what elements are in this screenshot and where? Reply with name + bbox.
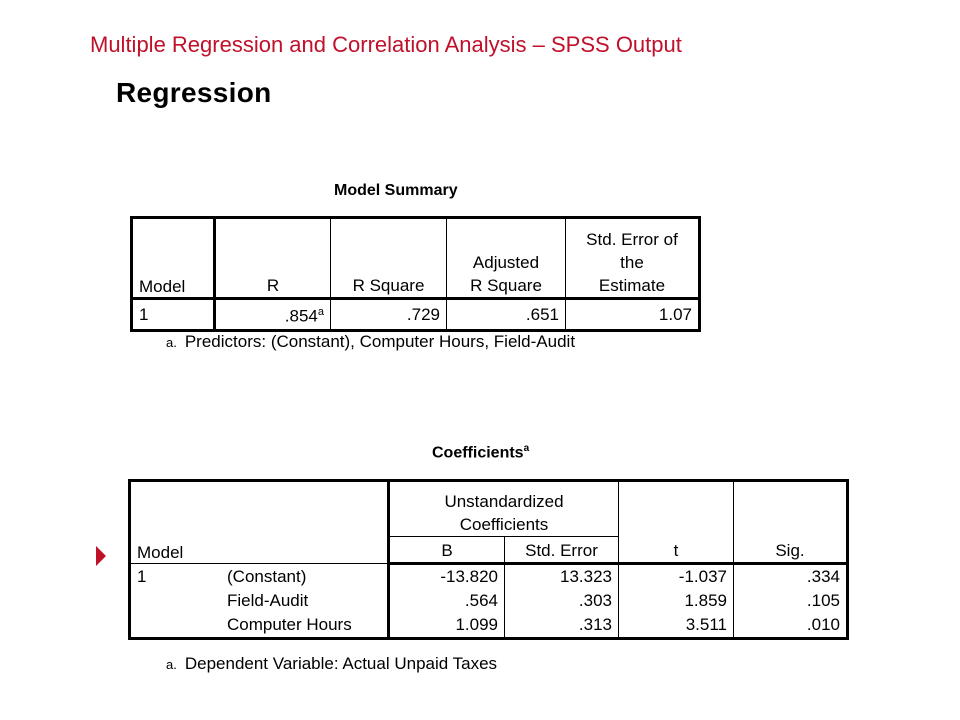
header-std-error: Std. Error — [504, 536, 619, 565]
footnote-text: Predictors: (Constant), Computer Hours, … — [184, 332, 576, 351]
cell-model-number-blank — [129, 613, 221, 639]
cell-model: 1 — [131, 298, 216, 331]
table-row: 1 .854a .729 .651 1.07 — [131, 298, 700, 331]
header-adjusted-line2: R Square — [470, 276, 542, 295]
header-stderr-line3: Estimate — [598, 276, 666, 295]
cell-std-error: 1.07 — [565, 298, 700, 331]
section-heading: Regression — [116, 77, 272, 108]
header-stderr-line2: the — [620, 253, 644, 272]
cell-std-error: 13.323 — [504, 563, 619, 589]
cell-r-value: .854 — [284, 306, 318, 326]
header-std-error-estimate: Std. Error of the Estimate — [565, 217, 700, 300]
cell-sig: .010 — [733, 613, 848, 639]
cell-t: 3.511 — [618, 613, 734, 639]
coefficients-caption-sup: a — [523, 443, 530, 454]
model-summary-table: Model R R Square Adjusted R Square Std. … — [130, 216, 701, 332]
cell-sig: .334 — [733, 563, 848, 589]
cell-adjusted-r-square: .651 — [446, 298, 566, 331]
cell-b: .564 — [388, 589, 505, 613]
cell-variable: (Constant) — [221, 563, 390, 589]
header-stderr-line1: Std. Error of — [586, 230, 678, 249]
model-summary-footnote: a. Predictors: (Constant), Computer Hours… — [166, 332, 575, 352]
header-model: Model — [131, 217, 216, 300]
cell-variable: Computer Hours — [221, 613, 390, 639]
footnote-text: Dependent Variable: Actual Unpaid Taxes — [184, 654, 498, 673]
cell-t: -1.037 — [618, 563, 734, 589]
header-t: t — [618, 480, 734, 565]
cell-r-footnote: a — [317, 306, 324, 318]
header-r-square: R Square — [330, 217, 447, 300]
header-adjusted-line1: Adjusted — [472, 253, 540, 272]
footnote-mark: a. — [166, 657, 177, 672]
header-adjusted-r-square: Adjusted R Square — [446, 217, 566, 300]
table-row: Field-Audit .564 .303 1.859 .105 — [129, 589, 848, 613]
coefficients-footnote: a. Dependent Variable: Actual Unpaid Taxe… — [166, 654, 497, 674]
coefficients-caption: Coefficientsa — [432, 443, 529, 462]
cell-std-error: .313 — [504, 613, 619, 639]
cell-b: 1.099 — [388, 613, 505, 639]
header-model: Model — [129, 480, 221, 564]
table-row: 1 (Constant) -13.820 13.323 -1.037 .334 — [129, 563, 848, 589]
header-unstd-line2: Coefficients — [459, 515, 549, 534]
cell-variable: Field-Audit — [221, 589, 390, 613]
coefficients-caption-text: Coefficients — [432, 444, 524, 462]
cell-b: -13.820 — [388, 563, 505, 589]
header-sig: Sig. — [733, 480, 848, 565]
footnote-mark: a. — [166, 335, 177, 350]
cell-r-square: .729 — [330, 298, 447, 331]
cell-sig: .105 — [733, 589, 848, 613]
header-b: B — [388, 536, 505, 565]
header-variable-blank — [221, 480, 390, 564]
header-unstandardized: Unstandardized Coefficients — [388, 480, 619, 537]
header-unstd-line1: Unstandardized — [444, 492, 564, 511]
right-triangle-bullet-icon — [96, 546, 106, 566]
model-summary-caption: Model Summary — [334, 182, 458, 199]
cell-t: 1.859 — [618, 589, 734, 613]
cell-model-number: 1 — [129, 563, 221, 589]
cell-model-number-blank — [129, 589, 221, 613]
slide-title: Multiple Regression and Correlation Anal… — [90, 32, 682, 57]
header-r: R — [214, 217, 331, 300]
cell-r: .854a — [214, 298, 331, 331]
coefficients-table: Model Unstandardized Coefficients t Sig.… — [128, 479, 849, 640]
table-row: Computer Hours 1.099 .313 3.511 .010 — [129, 613, 848, 639]
cell-std-error: .303 — [504, 589, 619, 613]
